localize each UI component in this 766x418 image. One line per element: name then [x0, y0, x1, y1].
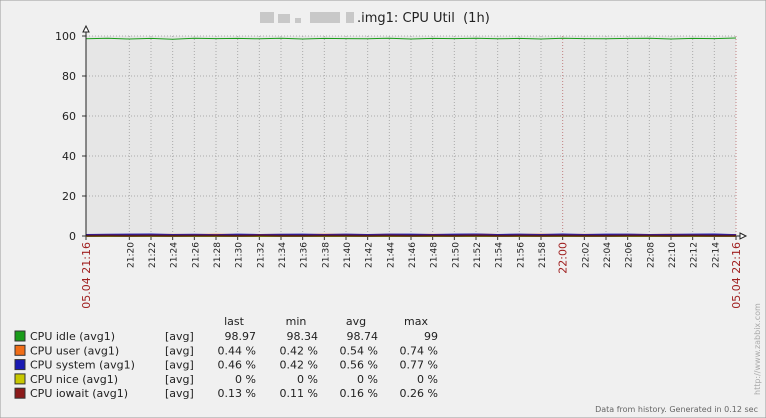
x-tick-label: 21:30 [235, 242, 245, 268]
legend-header: avg [346, 315, 366, 328]
x-tick-label: 21:42 [365, 242, 375, 268]
x-tick-label: 21:58 [538, 242, 548, 268]
legend-stat: 0.26 % [400, 387, 438, 400]
x-tick-label: 22:04 [603, 242, 613, 268]
legend-swatch [14, 330, 26, 342]
x-tick-label: 21:26 [191, 242, 201, 268]
legend-stat: 0.42 % [280, 344, 318, 357]
legend-func: [avg] [165, 387, 194, 400]
legend-stat: 0.74 % [400, 344, 438, 357]
blurred-host [260, 12, 354, 23]
x-tick-label: 21:32 [256, 242, 266, 268]
x-tick-label: 21:28 [213, 242, 223, 268]
x-tick-label: 21:40 [343, 242, 353, 268]
x-tick-label: 21:24 [170, 242, 180, 268]
x-tick-label: 21:50 [451, 242, 461, 268]
legend-stat: 0.46 % [218, 359, 256, 372]
y-axis-arrow [82, 24, 90, 33]
y-tick-label: 40 [62, 150, 76, 163]
x-tick-label: 05.04 21:16 [80, 242, 93, 309]
x-tick-label: 21:54 [495, 242, 505, 268]
legend-stat: 98.97 [225, 330, 257, 343]
legend-stat: 99 [424, 330, 438, 343]
legend-name: CPU idle (avg1) [30, 330, 115, 343]
legend-func: [avg] [165, 359, 194, 372]
y-tick-label: 100 [55, 30, 76, 43]
series-line [85, 37, 737, 40]
legend-stat: 0 % [297, 373, 318, 386]
legend-stat: 0 % [357, 373, 378, 386]
layer: 0 20 40 60 80 100 05.04 21:16 21:20 21:22 21:24 21… [14, 24, 748, 400]
x-tick-label: 21:20 [126, 242, 136, 268]
x-tick-label: 22:02 [581, 242, 591, 268]
x-axis-arrow [739, 232, 748, 240]
y-tick-label: 20 [62, 190, 76, 203]
legend-func: [avg] [165, 373, 194, 386]
watermark: http://www.zabbix.com [753, 303, 762, 395]
legend-func: [avg] [165, 330, 194, 343]
x-tick-label: 22:10 [668, 242, 678, 268]
legend-name: CPU nice (avg1) [30, 373, 118, 386]
legend-name: CPU system (avg1) [30, 359, 135, 372]
chart-title: .img1: CPU Util (1h) [357, 11, 490, 26]
legend-header: min [286, 315, 307, 328]
x-tick-label: 22:14 [711, 242, 721, 268]
y-tick-label: 80 [62, 70, 76, 83]
legend-swatch [14, 373, 26, 385]
x-tick-label: 22:12 [690, 242, 700, 268]
legend-stat: 98.34 [287, 330, 319, 343]
x-tick-label: 21:36 [300, 242, 310, 268]
legend-stat: 0.42 % [280, 359, 318, 372]
x-tick-label: 21:46 [408, 242, 418, 268]
legend-func: [avg] [165, 344, 194, 357]
x-tick-label: 21:22 [148, 242, 158, 268]
x-tick-label: 21:44 [386, 242, 396, 268]
x-tick-label: 21:48 [430, 242, 440, 268]
x-tick-label: 21:56 [516, 242, 526, 268]
x-tick-label: 21:52 [473, 242, 483, 268]
legend-swatch [14, 387, 26, 399]
legend-name: CPU iowait (avg1) [30, 387, 128, 400]
legend-stat: 0.11 % [280, 387, 318, 400]
legend-stat: 98.74 [347, 330, 379, 343]
y-tick-label: 0 [69, 230, 76, 243]
legend-stat: 0 % [235, 373, 256, 386]
footer: Data from history. Generated in 0.12 sec [595, 405, 758, 414]
x-tick-label: 21:38 [321, 242, 331, 268]
x-tick-label: 05.04 22:16 [730, 242, 743, 309]
legend-stat: 0.54 % [340, 344, 378, 357]
legend-header: max [404, 315, 428, 328]
legend-swatch [14, 344, 26, 356]
legend-stat: 0 % [417, 373, 438, 386]
x-tick-label: 22:00 [557, 242, 570, 274]
x-tick-label: 22:06 [625, 242, 635, 268]
legend-stat: 0.77 % [400, 359, 438, 372]
x-tick-label: 21:34 [278, 242, 288, 268]
legend-swatch [14, 359, 26, 371]
legend-stat: 0.13 % [218, 387, 256, 400]
legend-stat: 0.44 % [218, 344, 256, 357]
legend-name: CPU user (avg1) [30, 344, 119, 357]
legend-stat: 0.16 % [340, 387, 378, 400]
x-tick-label: 22:08 [646, 242, 656, 268]
y-tick-label: 60 [62, 110, 76, 123]
legend-header: last [224, 315, 245, 328]
legend-stat: 0.56 % [340, 359, 378, 372]
